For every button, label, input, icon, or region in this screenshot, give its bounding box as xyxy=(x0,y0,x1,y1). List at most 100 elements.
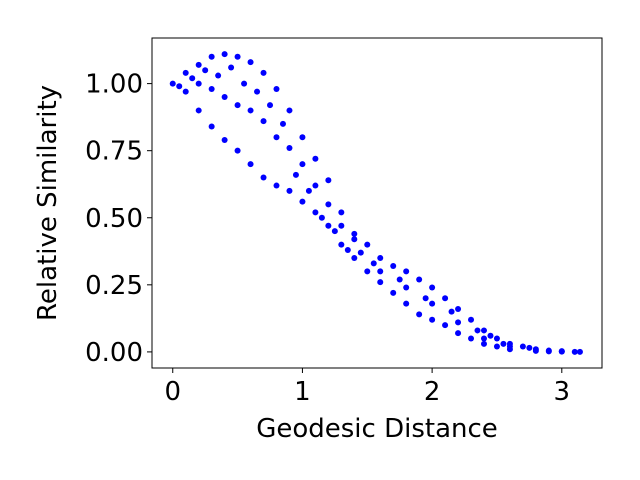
point xyxy=(344,246,351,253)
point xyxy=(260,69,267,76)
y-tick-label: 0.75 xyxy=(85,137,143,167)
point xyxy=(286,107,293,114)
point xyxy=(279,120,286,127)
point xyxy=(247,59,254,66)
point xyxy=(558,348,565,355)
point xyxy=(390,289,397,296)
point xyxy=(234,147,241,154)
point xyxy=(416,276,423,283)
x-axis-label: Geodesic Distance xyxy=(256,414,498,444)
point xyxy=(396,276,403,283)
point xyxy=(267,102,274,109)
point xyxy=(364,268,371,275)
point xyxy=(493,343,500,350)
point xyxy=(532,347,539,354)
x-tick-label: 3 xyxy=(554,377,571,407)
point xyxy=(519,343,526,350)
point xyxy=(422,295,429,302)
point xyxy=(455,330,462,337)
point xyxy=(221,136,228,143)
point xyxy=(480,340,487,347)
point xyxy=(312,182,319,189)
point xyxy=(448,308,455,315)
point xyxy=(325,222,332,229)
point xyxy=(429,300,436,307)
point xyxy=(176,83,183,90)
point xyxy=(169,80,176,87)
point xyxy=(299,198,306,205)
point xyxy=(403,268,410,275)
point xyxy=(260,118,267,125)
point xyxy=(189,75,196,82)
point xyxy=(526,344,533,351)
point xyxy=(208,123,215,130)
point xyxy=(468,316,475,323)
x-tick-label: 0 xyxy=(164,377,181,407)
point xyxy=(195,61,202,68)
point xyxy=(480,327,487,334)
point xyxy=(273,134,280,141)
point xyxy=(416,311,423,318)
point xyxy=(377,279,384,286)
point xyxy=(487,332,494,339)
point xyxy=(273,85,280,92)
point xyxy=(273,182,280,189)
point xyxy=(312,155,319,162)
point xyxy=(480,335,487,342)
point xyxy=(370,260,377,267)
point xyxy=(571,348,578,355)
point xyxy=(247,107,254,114)
point xyxy=(390,263,397,270)
point xyxy=(429,284,436,291)
plot-frame xyxy=(151,37,603,369)
point xyxy=(474,327,481,334)
point xyxy=(364,241,371,248)
y-tick-label: 0.25 xyxy=(85,271,143,301)
point xyxy=(247,161,254,168)
point xyxy=(208,85,215,92)
point xyxy=(286,145,293,151)
point xyxy=(506,343,513,350)
x-tick-label: 1 xyxy=(294,377,311,407)
point xyxy=(202,67,209,74)
point xyxy=(215,72,222,79)
point xyxy=(403,284,410,291)
point xyxy=(254,88,261,95)
point xyxy=(228,64,235,71)
point xyxy=(493,335,500,342)
point xyxy=(234,102,241,109)
point xyxy=(351,255,358,261)
point xyxy=(195,107,202,114)
point xyxy=(182,88,189,95)
point xyxy=(208,53,215,60)
point xyxy=(403,300,410,307)
point xyxy=(305,187,312,194)
point xyxy=(312,209,319,216)
point xyxy=(455,305,462,312)
point xyxy=(195,80,202,87)
point xyxy=(442,322,449,329)
point xyxy=(331,228,338,235)
point xyxy=(429,316,436,323)
point xyxy=(292,171,299,178)
point xyxy=(299,134,306,141)
point xyxy=(545,348,552,355)
x-tick-label: 2 xyxy=(424,377,441,407)
point xyxy=(325,177,332,184)
point xyxy=(318,214,325,221)
point xyxy=(182,69,189,76)
point xyxy=(351,236,358,243)
point xyxy=(338,209,345,216)
point xyxy=(338,241,345,248)
point xyxy=(260,174,267,181)
point xyxy=(325,201,332,208)
y-axis-label: Relative Similarity xyxy=(33,85,63,321)
point xyxy=(351,230,358,237)
point xyxy=(286,187,293,194)
point xyxy=(221,51,228,58)
y-tick-label: 0.00 xyxy=(85,338,143,368)
point xyxy=(500,340,507,347)
point xyxy=(468,335,475,342)
